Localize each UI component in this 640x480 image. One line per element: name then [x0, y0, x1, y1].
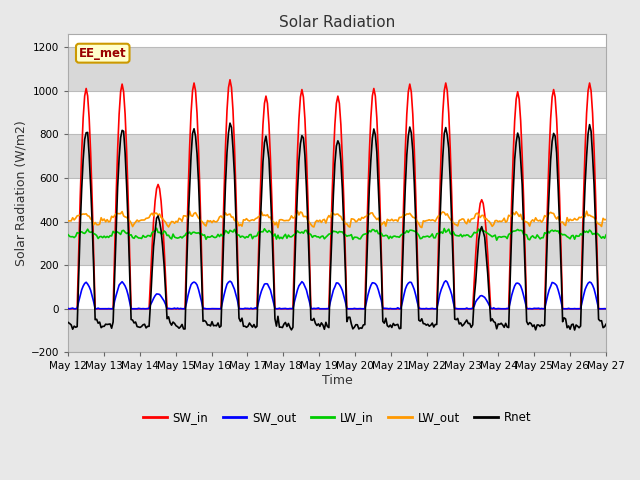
SW_in	[65, 306, 72, 312]
SW_in	[131, 306, 138, 312]
SW_in	[253, 306, 261, 312]
SW_in	[573, 306, 581, 312]
LW_out	[65, 218, 72, 224]
Rnet	[226, 120, 234, 126]
Bar	[68, 309, 606, 352]
LW_out	[303, 214, 310, 219]
Rnet	[131, 320, 138, 326]
Text: EE_met: EE_met	[79, 47, 127, 60]
Rnet	[575, 325, 583, 331]
Rnet	[225, 130, 232, 136]
LW_out	[225, 212, 232, 217]
LW_in	[65, 232, 72, 238]
LW_in	[253, 233, 261, 239]
Bar	[68, 178, 606, 222]
LW_in	[131, 235, 138, 241]
SW_out	[226, 278, 234, 284]
Line: Rnet: Rnet	[68, 123, 606, 330]
SW_in	[301, 116, 308, 122]
SW_in	[602, 306, 610, 312]
Y-axis label: Solar Radiation (W/m2): Solar Radiation (W/m2)	[15, 120, 28, 266]
LW_out	[131, 221, 138, 227]
LW_out	[243, 216, 250, 222]
Line: LW_in: LW_in	[68, 228, 606, 240]
Rnet	[301, 153, 308, 158]
Line: LW_out: LW_out	[68, 211, 606, 228]
Bar	[68, 222, 606, 265]
SW_out	[66, 306, 74, 312]
LW_out	[575, 215, 583, 220]
Bar	[68, 91, 606, 134]
LW_out	[252, 216, 259, 222]
SW_in	[226, 77, 234, 83]
SW_out	[244, 306, 252, 312]
Rnet	[571, 327, 579, 333]
Rnet	[244, 324, 252, 329]
LW_in	[301, 228, 308, 233]
SW_out	[442, 278, 449, 284]
LW_in	[575, 233, 583, 239]
Line: SW_out: SW_out	[68, 281, 606, 309]
SW_out	[602, 306, 610, 312]
SW_out	[65, 306, 72, 312]
SW_in	[225, 84, 232, 90]
LW_out	[602, 216, 610, 222]
LW_out	[294, 208, 301, 214]
LW_in	[493, 237, 500, 243]
Bar	[68, 47, 606, 91]
Title: Solar Radiation: Solar Radiation	[279, 15, 396, 30]
SW_in	[244, 306, 252, 312]
LW_in	[602, 232, 610, 238]
Legend: SW_in, SW_out, LW_in, LW_out, Rnet: SW_in, SW_out, LW_in, LW_out, Rnet	[138, 406, 536, 429]
SW_out	[575, 306, 583, 312]
SW_out	[253, 306, 261, 312]
Bar	[68, 134, 606, 178]
SW_out	[132, 306, 140, 312]
Bar	[68, 265, 606, 309]
Rnet	[253, 324, 261, 329]
LW_in	[226, 228, 234, 233]
Rnet	[65, 320, 72, 325]
LW_in	[244, 234, 252, 240]
Line: SW_in: SW_in	[68, 80, 606, 309]
Rnet	[602, 321, 610, 327]
SW_out	[301, 284, 308, 289]
LW_out	[274, 225, 282, 230]
LW_in	[153, 225, 161, 231]
X-axis label: Time: Time	[322, 374, 353, 387]
